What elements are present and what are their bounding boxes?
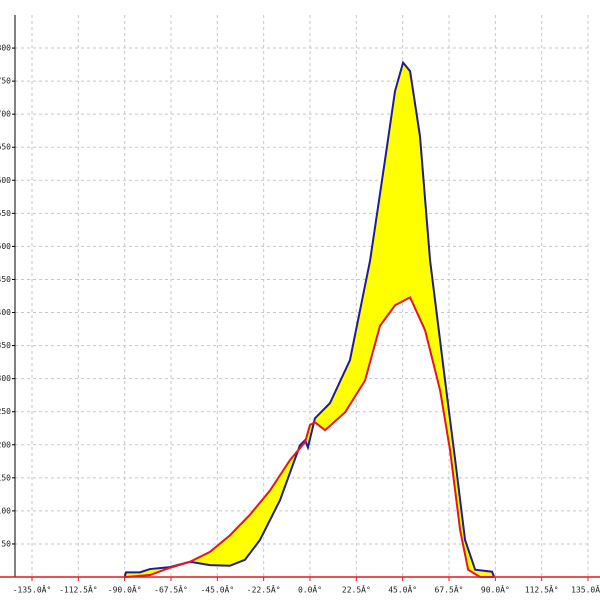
y-tick-label: 250	[0, 407, 11, 416]
y-tick-label: 200	[0, 440, 11, 449]
y-tick-label: 700	[0, 110, 11, 119]
y-tick-label: 600	[0, 176, 11, 185]
x-tick-label: -67.5Â°	[154, 584, 188, 595]
x-tick-label: -90.0Â°	[108, 584, 142, 595]
y-tick-label: 100	[0, 506, 11, 515]
y-tick-label: 750	[0, 77, 11, 86]
x-tick-label: -135.0Â°	[13, 584, 52, 595]
x-tick-label: 45.0Â°	[388, 584, 417, 595]
x-tick-label: 112.5Â°	[525, 584, 559, 595]
x-tick-label: -45.0Â°	[200, 584, 234, 595]
series-line	[124, 295, 495, 578]
x-tick-label: 90.0Â°	[481, 584, 510, 595]
y-tick-label: 150	[0, 473, 11, 482]
y-tick-label: 550	[0, 209, 11, 218]
y-tick-label: 500	[0, 242, 11, 251]
y-tick-label: 400	[0, 308, 11, 317]
series-line	[123, 60, 496, 578]
x-tick-label: 22.5Â°	[342, 584, 371, 595]
fill-area	[124, 62, 495, 577]
x-tick-label: 67.5Â°	[435, 584, 464, 595]
x-tick-label: 0.0Â°	[298, 584, 322, 595]
x-tick-label: -112.5Â°	[59, 584, 98, 595]
x-tick-label: -22.5Â°	[247, 584, 281, 595]
y-tick-label: 50	[1, 539, 11, 548]
y-tick-label: 300	[0, 374, 11, 383]
x-tick-label: 135.0Â°	[571, 584, 600, 595]
y-tick-label: 350	[0, 341, 11, 350]
y-tick-label: 650	[0, 143, 11, 152]
y-tick-label: 800	[0, 44, 11, 53]
y-tick-label: 450	[0, 275, 11, 284]
